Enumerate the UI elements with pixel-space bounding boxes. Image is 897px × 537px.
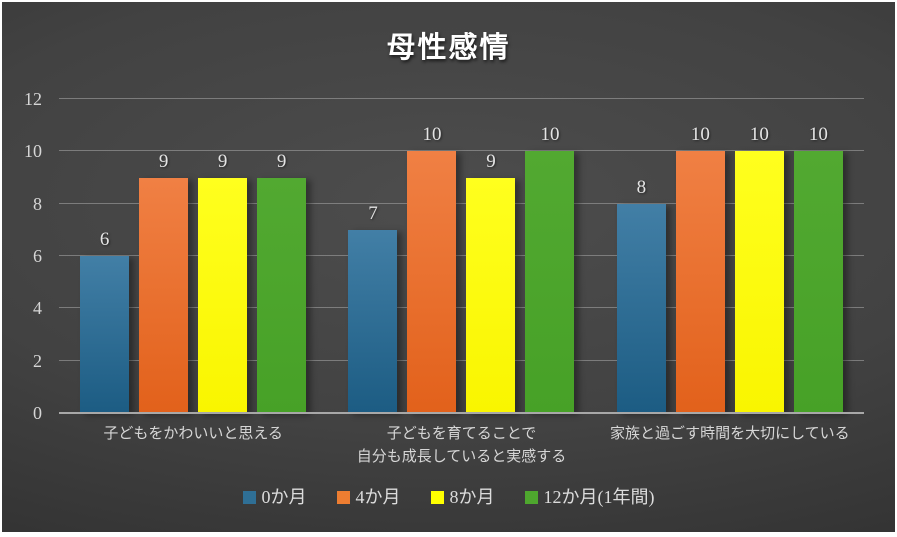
y-axis-tick-label: 10	[24, 141, 42, 162]
chart-title: 母性感情	[386, 32, 511, 64]
legend-label: 4か月	[355, 487, 401, 507]
bar	[257, 177, 307, 413]
x-category-label: 家族と過ごす時間を大切にしている	[609, 426, 850, 442]
bar-with-label: 7	[348, 99, 398, 413]
bar	[139, 177, 189, 413]
y-axis-tick-label: 8	[33, 193, 42, 214]
bar-value-label: 9	[276, 150, 287, 172]
y-axis-tick-label: 2	[33, 350, 42, 371]
bar-with-label: 9	[257, 99, 307, 413]
bar-with-label: 10	[734, 99, 784, 413]
legend-item: 8か月	[430, 487, 495, 507]
bar	[734, 151, 784, 413]
bar	[616, 203, 666, 413]
bar-value-label: 8	[636, 176, 647, 198]
x-category-label: 子どもをかわいいと思える	[103, 426, 283, 442]
bar-group: 8 10 10 10	[596, 99, 864, 413]
bar-value-label: 10	[690, 124, 710, 146]
y-axis-tick-label: 4	[33, 298, 42, 319]
legend-swatch	[242, 490, 256, 504]
bar-with-label: 8	[616, 99, 666, 413]
bar-value-label: 6	[99, 229, 110, 250]
bar	[793, 151, 843, 413]
legend-item: 4か月	[336, 487, 401, 507]
gridline	[59, 307, 864, 309]
bar	[525, 151, 575, 413]
bar-with-label: 10	[793, 99, 843, 413]
bar-value-label: 10	[422, 124, 442, 146]
legend-swatch	[524, 490, 538, 504]
bar	[466, 177, 516, 413]
x-axis-line	[59, 412, 864, 414]
bar-value-label: 9	[486, 150, 496, 172]
x-category-label: 子どもを育てることで 自分も成長していると実感する	[356, 426, 567, 466]
gridline	[59, 150, 864, 152]
bar-value-label: 10	[749, 124, 769, 146]
bar-group: 6 9 9 9	[59, 99, 327, 413]
bar-value-label: 10	[808, 124, 828, 146]
bar-value-label: 9	[158, 150, 169, 172]
y-axis-tick-label: 12	[24, 89, 42, 109]
bar-with-label: 9	[466, 99, 516, 413]
gridline	[59, 255, 864, 256]
x-axis-category-labels: 子どもをかわいいと思える 子どもを育てることで 自分も成長していると実感する 家族と過…	[59, 423, 864, 470]
bar	[80, 256, 130, 413]
bar-groups: 6 9 9 9 7 10 9 10 8 10 10 10	[59, 99, 864, 413]
legend-swatch	[336, 490, 350, 504]
legend-label: 12か月(1年間)	[543, 487, 655, 507]
bar	[407, 151, 457, 413]
bar-with-label: 10	[675, 99, 725, 413]
y-axis: 0 2 4 6 8 10 12	[2, 90, 48, 422]
legend-swatch	[430, 490, 444, 504]
gridline	[59, 98, 864, 99]
legend-item: 0か月	[242, 487, 307, 507]
y-axis-tick-label: 0	[33, 403, 42, 423]
bar	[675, 151, 725, 413]
bar-value-label: 7	[368, 202, 378, 224]
bar-with-label: 6	[80, 99, 130, 413]
bar-with-label: 9	[139, 99, 189, 413]
y-axis-tick-label: 6	[33, 246, 42, 266]
legend-label: 8か月	[449, 487, 495, 507]
bar-group: 7 10 9 10	[327, 99, 595, 413]
bar-with-label: 10	[407, 99, 457, 413]
legend-label: 0か月	[261, 487, 307, 507]
bar-value-label: 9	[217, 150, 228, 172]
legend-item: 12か月(1年間)	[524, 487, 655, 507]
gridline	[59, 202, 864, 204]
legend: 0か月 4か月 8か月 12か月(1年間)	[2, 488, 895, 506]
plot-area: 6 9 9 9 7 10 9 10 8 10 10 10	[59, 98, 864, 414]
bar	[198, 177, 248, 413]
bar-with-label: 10	[525, 99, 575, 413]
bar-value-label: 10	[540, 124, 560, 146]
gridline	[59, 359, 864, 361]
bar-with-label: 9	[198, 99, 248, 413]
bar	[348, 229, 398, 413]
